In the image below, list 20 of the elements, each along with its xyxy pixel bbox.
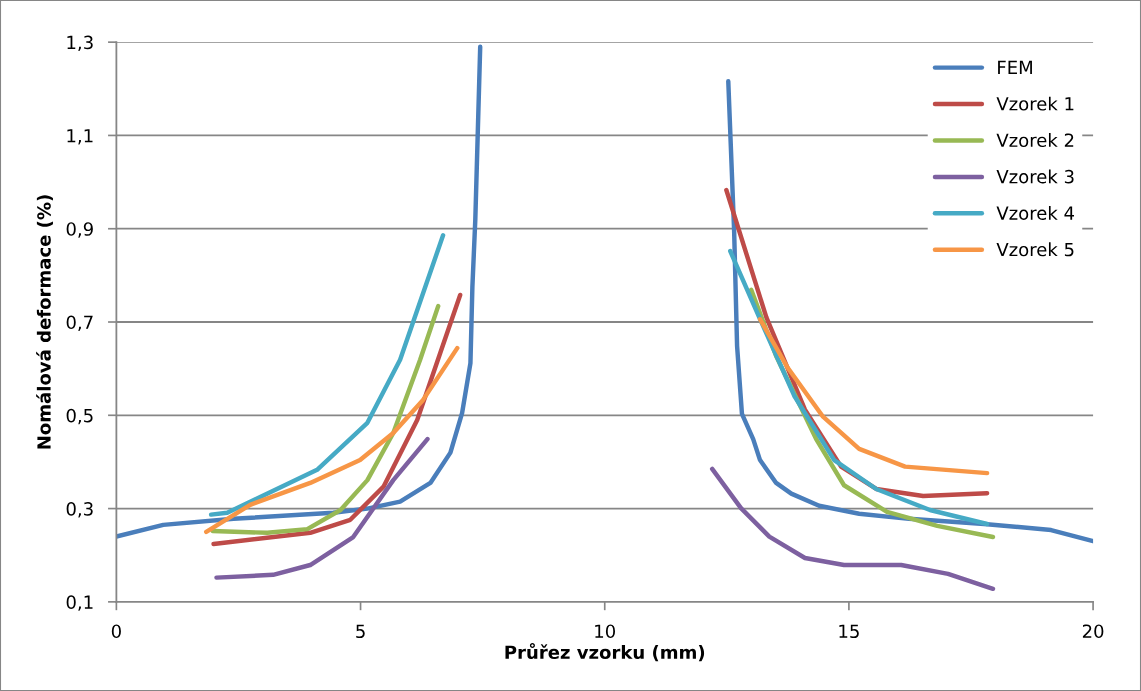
x-tick-label: 20 [1082, 624, 1104, 639]
x-tick-label: 5 [356, 624, 365, 639]
x-axis-title: Průřez vzorku (mm) [505, 642, 705, 662]
y-tick-label: 0,3 [66, 502, 93, 518]
legend-label: Vzorek 2 [996, 133, 1074, 148]
y-tick-label: 0,9 [66, 222, 93, 238]
y-tick-label: 0,1 [66, 595, 93, 611]
x-tick-label: 15 [839, 624, 859, 639]
y-tick-label: 1,1 [67, 129, 93, 145]
y-tick-label: 1,3 [67, 35, 93, 52]
legend-label: Vzorek 3 [996, 169, 1074, 184]
legend-label: Vzorek 1 [996, 96, 1074, 111]
legend-label: FEM [998, 60, 1032, 74]
legend-label: Vzorek 4 [996, 205, 1075, 220]
x-tick-label: 10 [595, 624, 616, 639]
x-tick-label: 0 [111, 624, 121, 639]
y-tick-label: 0,7 [66, 315, 93, 331]
legend-label: Vzorek 5 [996, 242, 1074, 257]
y-tick-label: 0,5 [66, 408, 93, 425]
y-axis-title: Nomálová deformace (%) [36, 195, 53, 449]
